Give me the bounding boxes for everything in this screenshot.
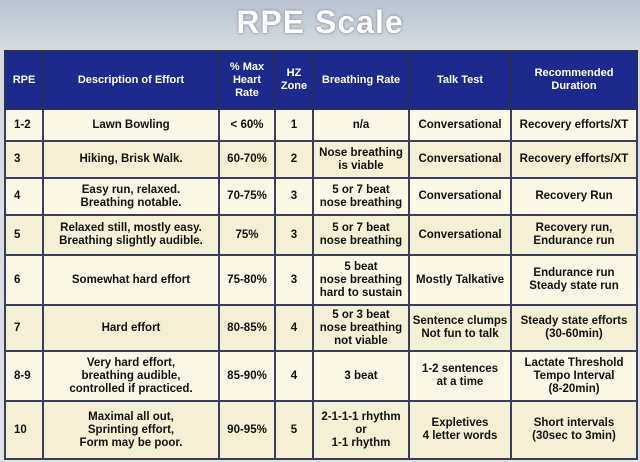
rpe-table: RPE Description of Effort % Max Heart Ra… (4, 50, 638, 460)
cell-rpe: 3 (4, 140, 44, 179)
table-row: 4 Easy run, relaxed. Breathing notable. … (4, 177, 638, 216)
cell-zone: 4 (274, 350, 314, 402)
header-description: Description of Effort (42, 50, 220, 110)
cell-duration: Lactate Threshold Tempo Interval (8-20mi… (510, 350, 638, 402)
cell-talk: 1-2 sentences at a time (408, 350, 512, 402)
cell-duration: Endurance run Steady state run (510, 254, 638, 306)
table-row: 5 Relaxed still, mostly easy. Breathing … (4, 214, 638, 256)
cell-max-hr: < 60% (218, 108, 276, 142)
cell-talk: Conversational (408, 108, 512, 142)
cell-description: Hiking, Brisk Walk. (42, 140, 220, 179)
header-breathing-rate: Breathing Rate (312, 50, 410, 110)
cell-zone: 3 (274, 214, 314, 256)
table-row: 3 Hiking, Brisk Walk. 60-70% 2 Nose brea… (4, 140, 638, 179)
cell-description: Lawn Bowling (42, 108, 220, 142)
cell-talk: Conversational (408, 214, 512, 256)
cell-duration: Recovery efforts/XT (510, 140, 638, 179)
cell-duration: Recovery Run (510, 177, 638, 216)
cell-rpe: 5 (4, 214, 44, 256)
cell-breathing: 5 or 7 beat nose breathing (312, 214, 410, 256)
cell-rpe: 10 (4, 400, 44, 460)
cell-description: Very hard effort, breathing audible, con… (42, 350, 220, 402)
cell-zone: 3 (274, 254, 314, 306)
cell-breathing: 5 beat nose breathing hard to sustain (312, 254, 410, 306)
header-recommended-duration: Recommended Duration (510, 50, 638, 110)
header-hz-zone: HZ Zone (274, 50, 314, 110)
table-row: 7 Hard effort 80-85% 4 5 or 3 beat nose … (4, 304, 638, 352)
cell-max-hr: 70-75% (218, 177, 276, 216)
cell-breathing: 5 or 3 beat nose breathing not viable (312, 304, 410, 352)
table-row: 1-2 Lawn Bowling < 60% 1 n/a Conversatio… (4, 108, 638, 142)
cell-talk: Conversational (408, 140, 512, 179)
cell-talk: Expletives 4 letter words (408, 400, 512, 460)
header-talk-test: Talk Test (408, 50, 512, 110)
table-row: 8-9 Very hard effort, breathing audible,… (4, 350, 638, 402)
cell-zone: 4 (274, 304, 314, 352)
cell-rpe: 4 (4, 177, 44, 216)
cell-rpe: 8-9 (4, 350, 44, 402)
cell-breathing: Nose breathing is viable (312, 140, 410, 179)
cell-max-hr: 75% (218, 214, 276, 256)
cell-duration: Short intervals (30sec to 3min) (510, 400, 638, 460)
cell-max-hr: 85-90% (218, 350, 276, 402)
cell-max-hr: 80-85% (218, 304, 276, 352)
header-rpe: RPE (4, 50, 44, 110)
cell-breathing: n/a (312, 108, 410, 142)
cell-talk: Mostly Talkative (408, 254, 512, 306)
cell-breathing: 2-1-1-1 rhythm or 1-1 rhythm (312, 400, 410, 460)
cell-description: Maximal all out, Sprinting effort, Form … (42, 400, 220, 460)
cell-max-hr: 60-70% (218, 140, 276, 179)
cell-description: Somewhat hard effort (42, 254, 220, 306)
table-row: 10 Maximal all out, Sprinting effort, Fo… (4, 400, 638, 460)
cell-duration: Recovery efforts/XT (510, 108, 638, 142)
cell-rpe: 7 (4, 304, 44, 352)
cell-rpe: 6 (4, 254, 44, 306)
cell-description: Relaxed still, mostly easy. Breathing sl… (42, 214, 220, 256)
table-header-row: RPE Description of Effort % Max Heart Ra… (4, 50, 638, 110)
cell-breathing: 3 beat (312, 350, 410, 402)
cell-duration: Steady state efforts (30-60min) (510, 304, 638, 352)
table-row: 6 Somewhat hard effort 75-80% 3 5 beat n… (4, 254, 638, 306)
cell-description: Hard effort (42, 304, 220, 352)
cell-talk: Conversational (408, 177, 512, 216)
cell-zone: 1 (274, 108, 314, 142)
cell-breathing: 5 or 7 beat nose breathing (312, 177, 410, 216)
cell-max-hr: 90-95% (218, 400, 276, 460)
cell-max-hr: 75-80% (218, 254, 276, 306)
cell-duration: Recovery run, Endurance run (510, 214, 638, 256)
cell-zone: 2 (274, 140, 314, 179)
header-max-heart-rate: % Max Heart Rate (218, 50, 276, 110)
cell-rpe: 1-2 (4, 108, 44, 142)
cell-talk: Sentence clumps Not fun to talk (408, 304, 512, 352)
page-title: RPE Scale (236, 4, 404, 40)
cell-zone: 5 (274, 400, 314, 460)
cell-description: Easy run, relaxed. Breathing notable. (42, 177, 220, 216)
cell-zone: 3 (274, 177, 314, 216)
